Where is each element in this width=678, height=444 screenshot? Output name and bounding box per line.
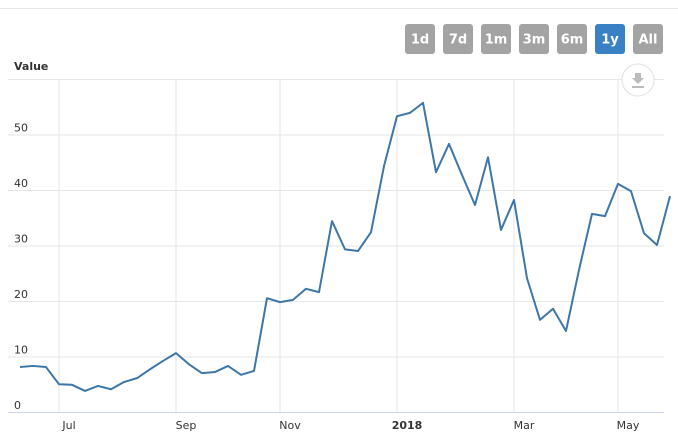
x-tick-label: May: [617, 419, 640, 432]
y-tick-label: 30: [14, 233, 28, 246]
range-button-label[interactable]: 7d: [449, 33, 467, 48]
x-tick-label: Mar: [514, 419, 535, 432]
y-tick-label: 40: [14, 177, 28, 190]
line-series: [19, 101, 671, 392]
range-button[interactable]: [443, 24, 473, 54]
x-tick-label: Sep: [176, 419, 197, 432]
y-axis-title: Value: [14, 60, 48, 73]
range-button-label[interactable]: All: [639, 33, 658, 48]
export-icon: [632, 73, 644, 88]
x-tick-label: Jul: [61, 419, 75, 432]
export-button[interactable]: [621, 63, 655, 97]
range-button-label[interactable]: 6m: [561, 33, 584, 48]
range-button-label[interactable]: 1m: [485, 33, 508, 48]
range-button[interactable]: [405, 24, 435, 54]
range-button-label[interactable]: 1d: [411, 33, 429, 48]
range-button-label[interactable]: 3m: [523, 33, 546, 48]
x-tick-label: Nov: [279, 419, 301, 432]
y-tick-label: 0: [14, 399, 21, 412]
range-button[interactable]: [633, 24, 663, 54]
y-tick-label: 10: [14, 344, 28, 357]
y-tick-label: 20: [14, 288, 28, 301]
x-tick-label: 2018: [392, 419, 423, 432]
range-button[interactable]: [595, 24, 625, 54]
range-button[interactable]: [519, 24, 549, 54]
y-tick-label: 50: [14, 122, 28, 135]
range-button[interactable]: [481, 24, 511, 54]
range-button[interactable]: [557, 24, 587, 54]
range-button-label[interactable]: 1y: [601, 33, 619, 48]
